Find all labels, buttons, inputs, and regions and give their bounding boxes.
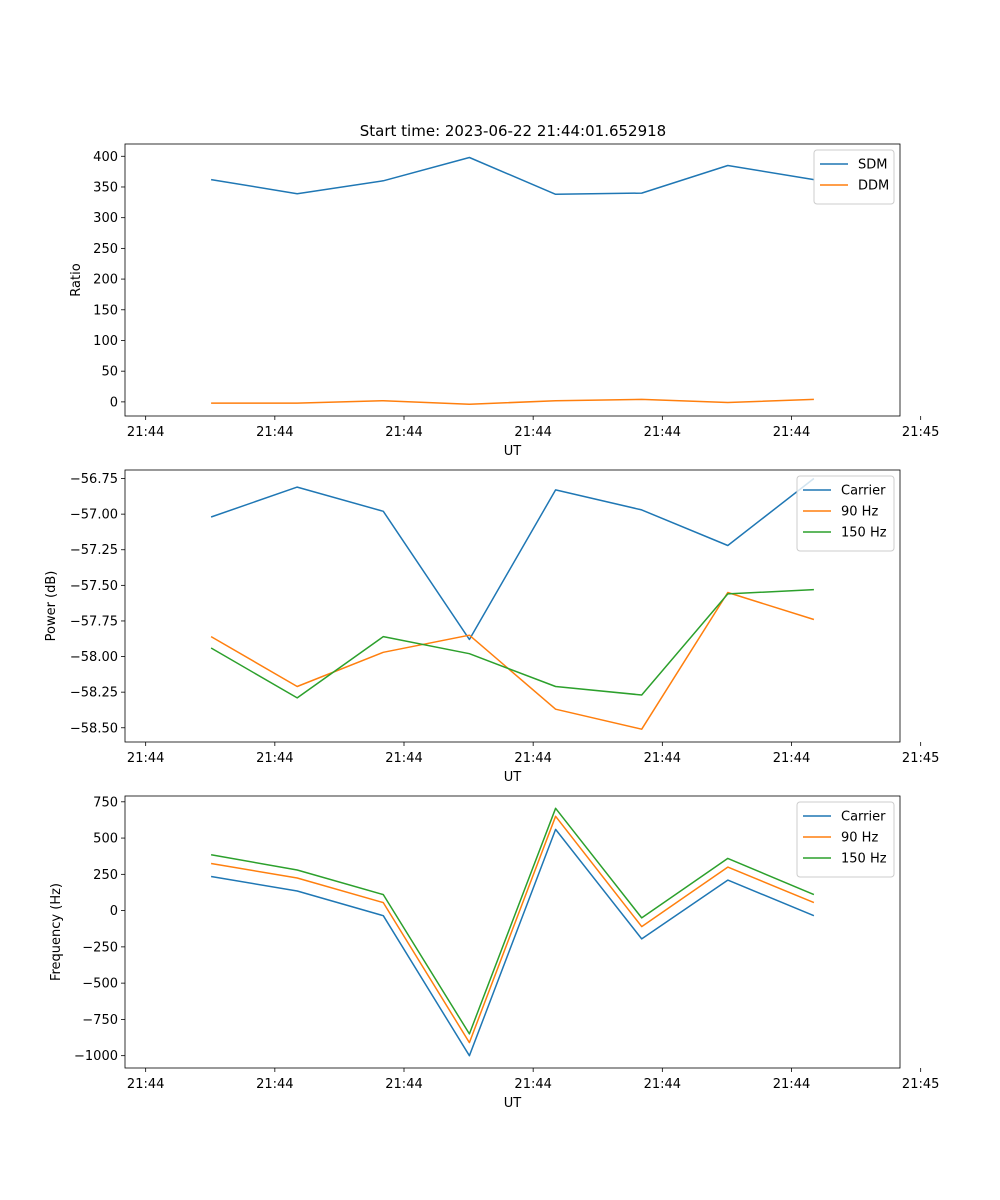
y-tick-label: −1000 [74, 1049, 118, 1064]
series-line-3 [210, 588, 814, 699]
x-tick-label: 21:44 [773, 751, 810, 766]
x-tick-label: 21:44 [773, 1077, 810, 1092]
axes-frame [124, 795, 901, 1069]
y-tick-label: 300 [93, 211, 118, 226]
y-tick-label: −57.50 [70, 579, 118, 594]
x-tick-label: 21:44 [127, 1077, 164, 1092]
y-tick-label: −58.50 [70, 721, 118, 736]
x-tick-label: 21:45 [902, 1077, 939, 1092]
y-tick-label: 0 [110, 395, 118, 410]
x-tick-label: 21:44 [514, 1077, 551, 1092]
x-tick-label: 21:44 [256, 1077, 293, 1092]
x-axis-label: UT [504, 770, 522, 785]
y-tick-label: 0 [110, 904, 118, 919]
y-tick-label: 200 [93, 273, 118, 288]
y-tick-label: −57.25 [70, 543, 118, 558]
y-tick-label: −58.00 [70, 650, 118, 665]
x-tick-label: 21:45 [902, 425, 939, 440]
legend-label: 90 Hz [841, 505, 878, 520]
x-tick-label: 21:44 [385, 751, 422, 766]
y-tick-label: 750 [93, 795, 118, 810]
series-line-2 [210, 815, 815, 1044]
series-line-2 [211, 398, 814, 406]
panels: 21:44 21:44 21:44 21:44 21:44 21:44 21:45 0 50 10… [44, 143, 939, 1111]
x-tick-label: 21:45 [902, 751, 939, 766]
x-tick-label: 21:44 [385, 425, 422, 440]
x-tick-label: 21:44 [644, 1077, 681, 1092]
chart-panel-3: 21:44 21:44 21:44 21:44 21:44 21:44 21:45 750 50… [49, 795, 939, 1111]
x-tick-label: 21:44 [256, 751, 293, 766]
legend-label: 150 Hz [841, 852, 887, 867]
legend: Carrier 90 Hz 150 Hz [796, 801, 895, 878]
y-tick-label: 250 [93, 868, 118, 883]
x-tick-label: 21:44 [514, 751, 551, 766]
x-tick-label: 21:44 [127, 751, 164, 766]
legend-label: 150 Hz [841, 526, 887, 541]
y-tick-label: 350 [93, 180, 118, 195]
series-line-2 [210, 591, 815, 730]
x-axis-label: UT [504, 1096, 522, 1111]
y-axis-label: Power (dB) [44, 571, 59, 642]
chart-panel-1: 21:44 21:44 21:44 21:44 21:44 21:44 21:45 0 50 10… [69, 143, 939, 459]
axes-frame [124, 469, 901, 743]
y-tick-label: −58.25 [70, 686, 118, 701]
x-tick-label: 21:44 [773, 425, 810, 440]
y-tick-label: 150 [93, 303, 118, 318]
x-tick-label: 21:44 [644, 425, 681, 440]
x-tick-label: 21:44 [127, 425, 164, 440]
y-tick-label: −250 [82, 940, 118, 955]
y-axis-label: Ratio [69, 263, 84, 296]
y-tick-label: 500 [93, 832, 118, 847]
y-tick-label: −56.75 [70, 472, 118, 487]
y-tick-label: 100 [93, 334, 118, 349]
legend-label: DDM [858, 179, 889, 194]
chart-panel-2: 21:44 21:44 21:44 21:44 21:44 21:44 21:45 −56.7… [44, 469, 939, 785]
legend-label: 90 Hz [841, 831, 878, 846]
y-tick-label: −500 [82, 977, 118, 992]
x-tick-label: 21:44 [644, 751, 681, 766]
figure-title: Start time: 2023-06-22 21:44:01.652918 [360, 122, 666, 140]
legend-label: SDM [858, 158, 887, 173]
y-tick-label: 50 [101, 365, 118, 380]
y-tick-label: 400 [93, 150, 118, 165]
legend: SDM DDM [813, 149, 895, 205]
series-line-1 [210, 828, 815, 1057]
y-tick-label: −750 [82, 1013, 118, 1028]
x-axis-label: UT [504, 444, 522, 459]
y-tick-label: −57.75 [70, 614, 118, 629]
x-tick-label: 21:44 [514, 425, 551, 440]
series-line-1 [210, 156, 815, 196]
series-line-3 [210, 807, 815, 1035]
x-tick-label: 21:44 [385, 1077, 422, 1092]
axes-frame [124, 143, 901, 417]
y-tick-label: −57.00 [70, 508, 118, 523]
series-line-1 [210, 477, 815, 641]
y-axis-label: Frequency (Hz) [49, 883, 64, 981]
legend-label: Carrier [841, 810, 886, 825]
x-tick-label: 21:44 [256, 425, 293, 440]
legend: Carrier 90 Hz 150 Hz [796, 475, 895, 552]
y-tick-label: 250 [93, 242, 118, 257]
legend-label: Carrier [841, 484, 886, 499]
